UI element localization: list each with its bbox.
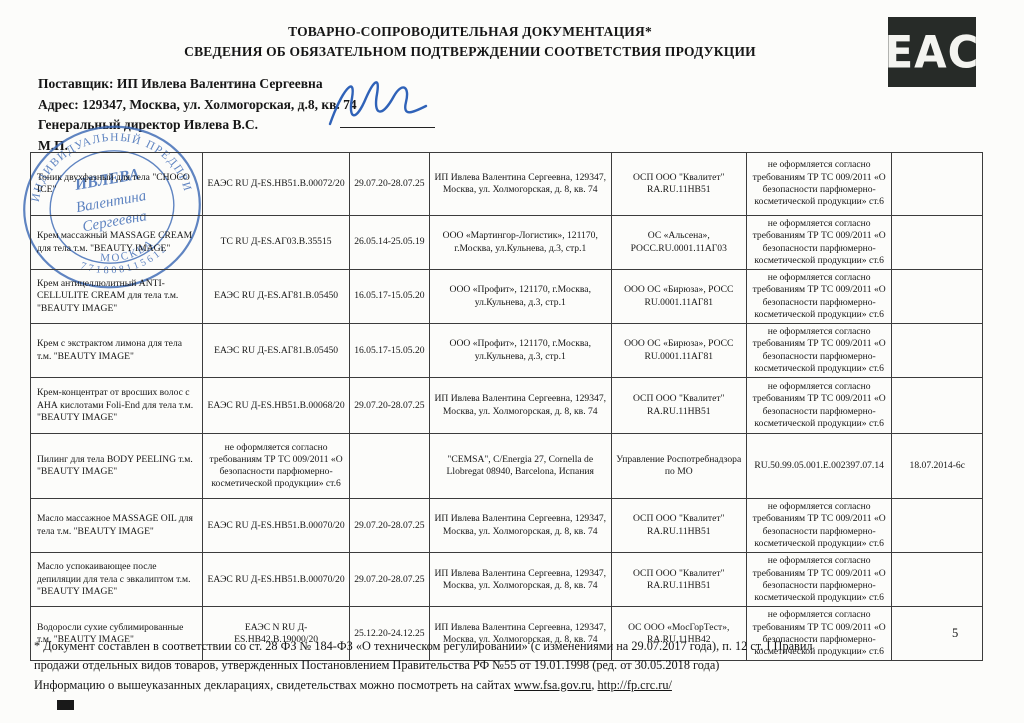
cell-cert-body: ОС ООО «МосГорТест», RA.RU.11НВ42: [610, 606, 747, 662]
table-row: Пилинг для тела BODY PEELING т.м. "BEAUT…: [29, 433, 983, 500]
cell-extra: [891, 552, 983, 608]
handwritten-signature: [328, 81, 428, 126]
cell-product: Крем антицеллюлитный ANTI-CELLULITE CREA…: [29, 269, 204, 325]
cell-cert-body: ОС «Альсена», РОСС.RU.0001.11АГ03: [610, 214, 747, 271]
supplier-line: Поставщик: ИП Ивлева Валентина Сергеевна: [38, 76, 323, 91]
cell-note: не оформляется согласно требованиям ТР Т…: [745, 323, 893, 379]
cell-validity: 29.07.20-28.07.25: [348, 377, 430, 435]
title-line-2: СВЕДЕНИЯ ОБ ОБЯЗАТЕЛЬНОМ ПОДТВЕРЖДЕНИИ С…: [184, 43, 756, 59]
cell-note: RU.50.99.05.001.Е.002397.07.14: [745, 433, 893, 500]
cell-validity: [348, 433, 430, 500]
cell-extra: [891, 152, 983, 216]
cell-manufacturer: ИП Ивлева Валентина Сергеевна, 129347, М…: [428, 498, 612, 554]
cell-product: Водоросли сухие сублимированные т.м. "BE…: [29, 606, 204, 662]
cell-extra: [891, 323, 983, 379]
fsa-link: www.fsa.gov.ru: [514, 677, 592, 692]
table-row: Водоросли сухие сублимированные т.м. "BE…: [29, 606, 983, 662]
eac-logo-text: ЕАС: [884, 26, 980, 78]
footer-line-2: продажи отдельных видов товаров, утвержд…: [34, 658, 720, 673]
signature-line: [340, 127, 435, 128]
cell-manufacturer: ООО «Профит», 121170, г.Москва, ул.Кульн…: [428, 323, 612, 379]
stamp-abbreviation: М.П.: [38, 137, 68, 153]
footer-line-1: * Документ составлен в соответствии со с…: [34, 639, 813, 653]
cell-cert-body: ООО ОС «Бирюза», РОСС RU.0001.11АГ81: [610, 269, 747, 325]
cell-declaration: ЕАЭС RU Д-ES.НВ51.В.00070/20: [202, 552, 350, 608]
document-title: ТОВАРНО-СОПРОВОДИТЕЛЬНАЯ ДОКУМЕНТАЦИЯ* С…: [60, 22, 880, 61]
cell-cert-body: ОСП ООО "Квалитет" RA.RU.11НВ51: [610, 498, 747, 554]
conformity-table: Тоник двухфазный для тела "CHOCO ICE" ЕА…: [29, 152, 983, 662]
cell-product: Крем-концентрат от вросших волос с АНА к…: [29, 377, 204, 435]
cell-manufacturer: ООО «Профит», 121170, г.Москва, ул.Кульн…: [428, 269, 612, 325]
cell-declaration: ЕАЭС N RU Д-ES.НВ42.В.19000/20: [202, 606, 350, 662]
cell-cert-body: ООО ОС «Бирюза», РОСС RU.0001.11АГ81: [610, 323, 747, 379]
cell-manufacturer: ИП Ивлева Валентина Сергеевна, 129347, М…: [428, 152, 612, 216]
cell-note: не оформляется согласно требованиям ТР Т…: [745, 552, 893, 608]
footer-note: * Документ составлен в соответствии со с…: [34, 637, 934, 695]
cell-declaration: ЕАЭС RU Д-ES.НВ51.В.00068/20: [202, 377, 350, 435]
cell-cert-body: ОСП ООО "Квалитет" RA.RU.11НВ51: [610, 552, 747, 608]
table-row: Крем антицеллюлитный ANTI-CELLULITE CREA…: [29, 269, 983, 325]
cell-cert-body: ОСП ООО "Квалитет" RA.RU.11НВ51: [610, 152, 747, 216]
address-line: Адрес: 129347, Москва, ул. Холмогорская,…: [38, 96, 357, 112]
cell-cert-body: ОСП ООО "Квалитет" RA.RU.11НВ51: [610, 377, 747, 435]
cell-declaration: ЕАЭС RU Д-ES.НВ51.В.00072/20: [202, 152, 350, 216]
table-row: Крем-концентрат от вросших волос с АНА к…: [29, 377, 983, 435]
cell-validity: 29.07.20-28.07.25: [348, 152, 430, 216]
cell-note: не оформляется согласно требованиям ТР Т…: [745, 606, 893, 662]
cell-validity: 16.05.17-15.05.20: [348, 269, 430, 325]
table-row: Тоник двухфазный для тела "CHOCO ICE" ЕА…: [29, 152, 983, 216]
cell-product: Масло успокаивающее после депиляции для …: [29, 552, 204, 608]
footer-line-3: Информацию о вышеуказанных декларациях, …: [34, 676, 934, 695]
scan-artifact-mark: [57, 700, 74, 710]
table-row: Крем массажный MASSAGE CREAM для тела т.…: [29, 214, 983, 271]
cell-note: не оформляется согласно требованиям ТР Т…: [745, 498, 893, 554]
cell-note: не оформляется согласно требованиям ТР Т…: [745, 152, 893, 216]
cell-cert-body: Управление Роспотребнадзора по МО: [610, 433, 747, 500]
cell-manufacturer: ИП Ивлева Валентина Сергеевна, 129347, М…: [428, 552, 612, 608]
links-separator: ,: [591, 677, 598, 692]
table-row: Крем с экстрактом лимона для тела т.м. "…: [29, 323, 983, 379]
cell-extra: [891, 498, 983, 554]
cell-product: Масло массажное MASSAGE OIL для тела т.м…: [29, 498, 204, 554]
cell-declaration: ЕАЭС RU Д-ES.АГ81.В.05450: [202, 323, 350, 379]
cell-extra: 18.07.2014-6с: [891, 433, 983, 500]
cell-extra: [891, 377, 983, 435]
cell-extra: [891, 214, 983, 271]
cell-validity: 29.07.20-28.07.25: [348, 552, 430, 608]
cell-product: Крем с экстрактом лимона для тела т.м. "…: [29, 323, 204, 379]
crc-link: http://fp.crc.ru/: [597, 677, 672, 692]
cell-validity: 26.05.14-25.05.19: [348, 214, 430, 271]
page-number: 5: [952, 626, 959, 640]
cell-product: Тоник двухфазный для тела "CHOCO ICE": [29, 152, 204, 216]
cell-product: Крем массажный MASSAGE CREAM для тела т.…: [29, 214, 204, 271]
cell-manufacturer: ИП Ивлева Валентина Сергеевна, 129347, М…: [428, 606, 612, 662]
cell-declaration: ТС RU Д-ES.АГ03.В.35515: [202, 214, 350, 271]
cell-product: Пилинг для тела BODY PEELING т.м. "BEAUT…: [29, 433, 204, 500]
cell-manufacturer: ООО «Мартингор-Логистик», 121170, г.Моск…: [428, 214, 612, 271]
cell-extra: [891, 606, 983, 662]
cell-declaration: ЕАЭС RU Д-ES.АГ81.В.05450: [202, 269, 350, 325]
cell-note: не оформляется согласно требованиям ТР Т…: [745, 214, 893, 271]
footer-info-prefix: Информацию о вышеуказанных декларациях, …: [34, 677, 515, 692]
cell-declaration: не оформляется согласно требованиям ТР Т…: [202, 433, 350, 500]
table-row: Масло массажное MASSAGE OIL для тела т.м…: [29, 498, 983, 554]
cell-validity: 16.05.17-15.05.20: [348, 323, 430, 379]
cell-extra: [891, 269, 983, 325]
cell-validity: 25.12.20-24.12.25: [348, 606, 430, 662]
cell-note: не оформляется согласно требованиям ТР Т…: [745, 269, 893, 325]
title-line-1: ТОВАРНО-СОПРОВОДИТЕЛЬНАЯ ДОКУМЕНТАЦИЯ*: [288, 24, 652, 39]
eac-certification-mark-icon: ЕАС: [884, 17, 979, 87]
cell-validity: 29.07.20-28.07.25: [348, 498, 430, 554]
cell-manufacturer: ИП Ивлева Валентина Сергеевна, 129347, М…: [428, 377, 612, 435]
cell-note: не оформляется согласно требованиям ТР Т…: [745, 377, 893, 435]
cell-declaration: ЕАЭС RU Д-ES.НВ51.В.00070/20: [202, 498, 350, 554]
cell-manufacturer: "CEMSA", C/Energia 27, Cornella de Llobr…: [428, 433, 612, 500]
table-row: Масло успокаивающее после депиляции для …: [29, 552, 983, 608]
